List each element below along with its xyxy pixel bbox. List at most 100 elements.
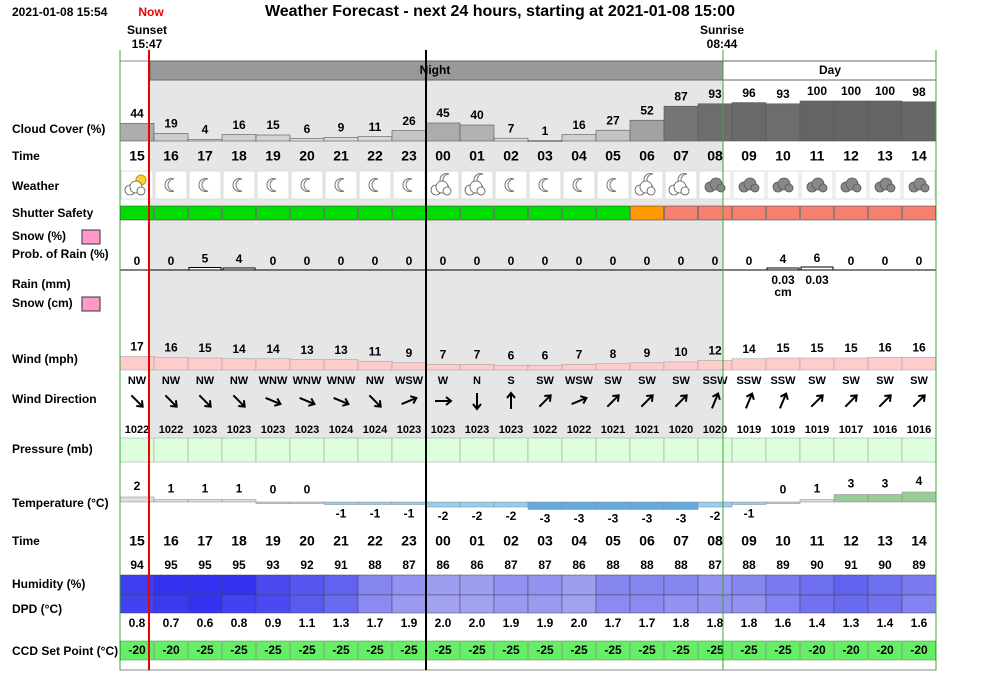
- time: 01: [469, 533, 485, 549]
- pressure-cell: [493, 437, 529, 463]
- wind-dir: SW: [536, 375, 554, 387]
- pressure-cell: [527, 437, 563, 463]
- arrow-head: [472, 403, 482, 411]
- humidity-cell: [901, 574, 937, 596]
- arrow-head: [409, 395, 418, 405]
- wind-value: 11: [369, 344, 382, 358]
- cloud-value: 16: [572, 118, 586, 132]
- temp-bar: [187, 499, 223, 503]
- arrow-shaft: [265, 397, 281, 405]
- dpd-cell: [391, 594, 427, 614]
- pressure-value: 1022: [125, 424, 149, 436]
- cloud-value: 26: [402, 114, 416, 128]
- wind-value: 14: [232, 342, 246, 356]
- humidity-cell: [663, 574, 699, 596]
- dpd-cell: [663, 594, 699, 614]
- arrow-shaft: [810, 394, 824, 408]
- wind-arrow: [810, 394, 824, 408]
- cloud-value: 100: [807, 84, 827, 98]
- humidity-value: 91: [844, 558, 858, 572]
- shutter-cell: [290, 205, 324, 221]
- pressure-value: 1020: [669, 424, 693, 436]
- ccd-value: -25: [332, 643, 350, 657]
- time: 07: [673, 533, 689, 549]
- weather-icon: [164, 178, 175, 192]
- temp-bar: [153, 499, 189, 503]
- arrow-head: [680, 394, 688, 402]
- row-label: Humidity (%): [12, 577, 85, 591]
- temp-bar: [289, 501, 325, 504]
- wind-bar: [255, 358, 291, 371]
- time: 22: [367, 148, 383, 164]
- humidity-value: 87: [538, 558, 552, 572]
- cloud: [136, 186, 146, 196]
- rain-prob-value: 0: [440, 254, 447, 268]
- pressure-cell: [357, 437, 393, 463]
- ccd-cell: [290, 640, 324, 661]
- arrow-head: [579, 395, 588, 405]
- wind-arrow: [571, 395, 588, 405]
- shutter-cell: [630, 205, 664, 221]
- cloud-bar: [221, 134, 257, 142]
- time: 00: [435, 148, 451, 164]
- pressure-value: 1023: [431, 424, 455, 436]
- ccd-cell: [528, 640, 562, 661]
- shutter-cell: [460, 205, 494, 221]
- pressure-cell: [697, 437, 733, 463]
- weather-icon: [368, 178, 379, 192]
- ccd-value: -25: [366, 643, 384, 657]
- humidity-value: 94: [130, 558, 144, 572]
- humidity-cell: [833, 574, 869, 596]
- weather-cell: [596, 170, 630, 200]
- dpd-cell: [595, 594, 631, 614]
- time: 05: [605, 533, 621, 549]
- temp-value: -1: [336, 507, 347, 521]
- pressure-value: 1016: [873, 424, 897, 436]
- temp-bar: [459, 501, 495, 508]
- wind-bar: [561, 364, 597, 371]
- wind-dir: WNW: [259, 375, 288, 387]
- temp-bar: [357, 501, 393, 505]
- humidity-value: 89: [776, 558, 790, 572]
- cloud-value: 45: [436, 106, 450, 120]
- dpd-value: 0.7: [163, 616, 180, 630]
- arrow-head: [884, 394, 892, 402]
- moon: [266, 178, 277, 192]
- temp-bar: [527, 501, 563, 510]
- temp-value: 3: [848, 477, 855, 491]
- dpd-value: 1.8: [707, 616, 724, 630]
- wind-value: 14: [266, 342, 280, 356]
- weather-cell: [154, 170, 188, 200]
- arrow-head: [307, 397, 316, 407]
- temp-value: -1: [404, 507, 415, 521]
- weather-cell: [358, 170, 392, 200]
- wind-arrow: [368, 394, 382, 408]
- humidity-cell: [425, 574, 461, 596]
- wind-bar: [731, 358, 767, 371]
- pressure-value: 1016: [907, 424, 931, 436]
- cloud-bar: [697, 103, 733, 142]
- moon: [232, 178, 243, 192]
- weather-icon: [334, 178, 345, 192]
- wind-dir: SW: [604, 375, 622, 387]
- cloud: [750, 183, 760, 193]
- time: 19: [265, 148, 281, 164]
- time: 00: [435, 533, 451, 549]
- weather-icon: [402, 178, 413, 192]
- wind-bar: [765, 357, 801, 371]
- arrow-shaft: [606, 394, 620, 408]
- rain-prob-value: 0: [882, 254, 889, 268]
- weather-icon: [704, 177, 726, 193]
- ccd-value: -25: [672, 643, 690, 657]
- row-label: Weather: [12, 179, 59, 193]
- time: 06: [639, 148, 655, 164]
- row-label: Wind Direction: [12, 392, 97, 406]
- weather-cell: [256, 170, 290, 200]
- time: 03: [537, 533, 553, 549]
- humidity-value: 95: [164, 558, 178, 572]
- ccd-cell: [766, 640, 800, 661]
- dpd-value: 1.8: [673, 616, 690, 630]
- rain-prob-value: 0: [576, 254, 583, 268]
- weather-cell: [392, 170, 426, 200]
